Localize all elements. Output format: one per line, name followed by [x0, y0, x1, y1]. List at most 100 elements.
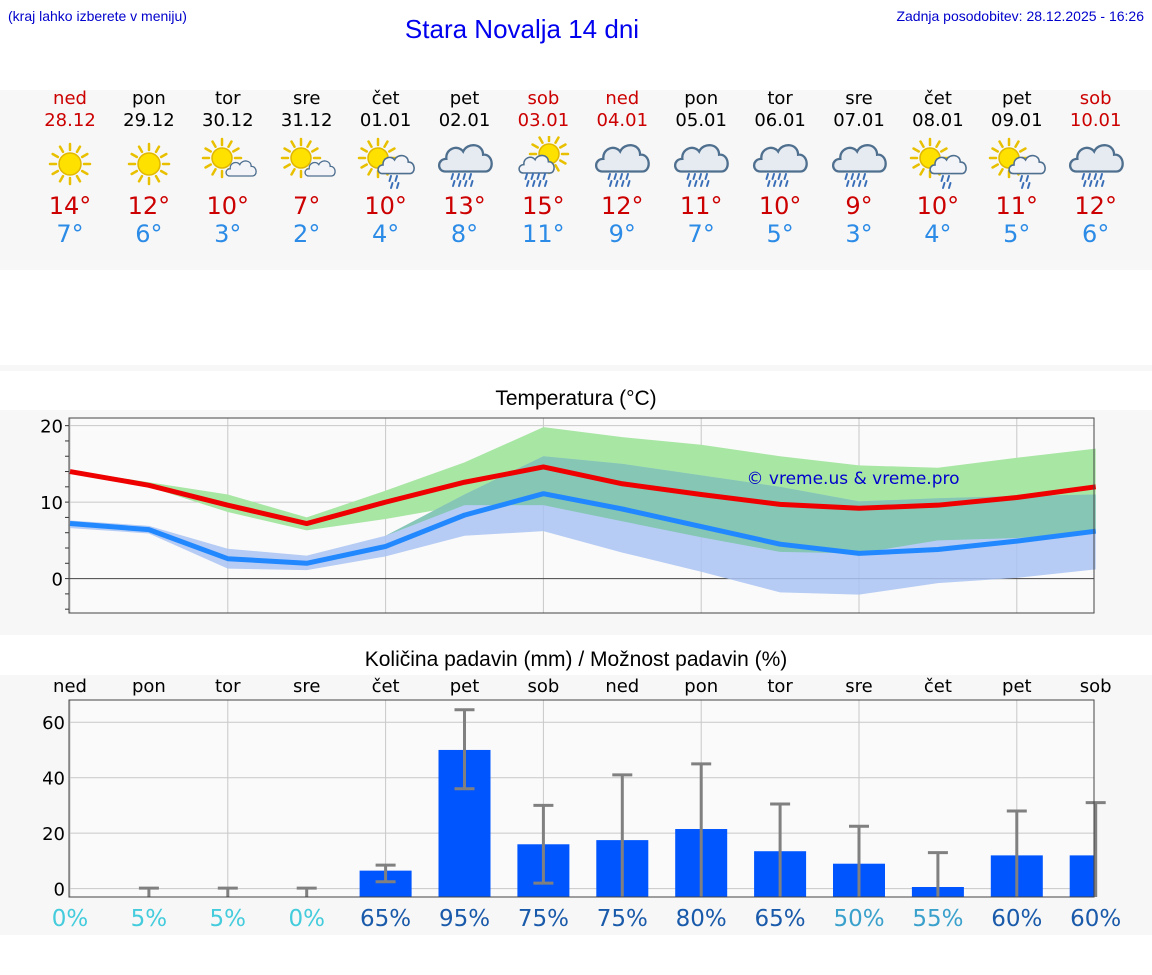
rain-drops [524, 173, 548, 187]
temp-min: 9° [608, 220, 636, 248]
y-tick-label: 10 [40, 493, 63, 514]
cloud-shape [518, 154, 556, 174]
day-column: ned 04.01 12° 9° [582, 88, 662, 248]
temp-min: 2° [293, 220, 321, 248]
error-bar [454, 708, 475, 791]
temp-min: 4° [924, 220, 952, 248]
day-name: sre [292, 88, 321, 109]
day-column: pet 02.01 13° 8° [425, 88, 505, 248]
cloud-shape [437, 144, 493, 173]
watermark: © vreme.us & vreme.pro [746, 469, 959, 489]
temp-max: 12° [601, 192, 644, 220]
category-label: ned [53, 676, 87, 697]
sun-cloud-icon [280, 137, 336, 179]
error-bar [138, 886, 159, 897]
max-temp-line [69, 464, 1097, 527]
day-date: 03.01 [517, 110, 570, 131]
cloud-rain-icon [674, 144, 729, 187]
day-column: pon 29.12 12° 6° [109, 88, 189, 248]
temp-min: 11° [522, 220, 565, 248]
temp-max: 10° [758, 192, 802, 220]
plot-frame [68, 417, 1095, 614]
y-tick-label: 40 [42, 769, 65, 790]
precip-chance-label: 5% [131, 906, 168, 932]
error-bar [1085, 801, 1106, 897]
precip-chance-label: 95% [439, 906, 490, 932]
error-bar [296, 886, 317, 897]
cloud-rain-icon [1068, 144, 1124, 187]
precip-bar [1069, 855, 1096, 897]
cloud-shape [831, 144, 887, 173]
precip-chance-label: 75% [518, 906, 569, 932]
cloud-shape [1068, 144, 1124, 173]
temp-max: 12° [1074, 192, 1117, 220]
rain-drops [844, 173, 868, 187]
sun-cloud-light-rain-icon [988, 137, 1046, 189]
sun-cloud-icon [201, 137, 257, 179]
precip-chance-label: 60% [1070, 906, 1121, 932]
temp-min: 8° [450, 220, 479, 248]
cloud-rain-icon [753, 144, 808, 187]
error-bar [927, 851, 948, 897]
rain-drops [450, 173, 473, 187]
cloud-shape [929, 154, 967, 175]
sun-cloud-light-rain-icon [909, 137, 967, 189]
temp-max: 7° [293, 192, 321, 220]
cloud-rain-icon [437, 144, 493, 187]
error-bar [1006, 809, 1027, 897]
precip-chance-label: 65% [360, 906, 411, 932]
category-label: pon [132, 676, 166, 697]
day-date: 02.01 [438, 110, 491, 131]
precipitation-chart: ned pon tor sre čet pet sob ned pon tor sre čet pet s… [42, 676, 1121, 932]
sun-icon [48, 142, 92, 186]
day-name: pet [449, 88, 480, 109]
day-date: 10.01 [1069, 110, 1122, 131]
last-updated: Zadnja posodobitev: 28.12.2025 - 16:26 [896, 8, 1144, 24]
temp-min: 7° [687, 220, 715, 248]
temp-min: 5° [766, 220, 794, 248]
temp-max: 14° [48, 192, 92, 220]
error-bar [691, 762, 712, 897]
temp-min: 3° [845, 220, 873, 248]
temp-max: 11° [995, 192, 1039, 220]
day-column: sob 10.01 12° 6° [1056, 88, 1136, 248]
precip-chance-label: 5% [210, 906, 247, 932]
day-column: pet 09.01 11° 5° [977, 88, 1057, 248]
day-date: 31.12 [280, 110, 333, 131]
y-tick-label: 20 [42, 824, 65, 845]
location-hint[interactable]: (kraj lahko izberete v meniju) [8, 8, 187, 24]
day-date: 29.12 [123, 110, 175, 131]
daily-forecast: ned 28.12 14° 7° pon 29.12 12° 6° tor 30.12 10° 3° s… [30, 88, 1135, 263]
category-label: tor [767, 676, 793, 697]
precip-chance-label: 0% [288, 906, 325, 932]
category-label: čet [372, 676, 400, 697]
overlap-band [70, 456, 1096, 556]
category-label: sob [527, 676, 559, 697]
category-label: sre [293, 676, 320, 697]
forecast-band [0, 90, 1152, 270]
day-column: tor 30.12 10° 3° [188, 88, 268, 248]
sun-shape [127, 142, 171, 186]
category-label: sre [845, 676, 872, 697]
temperature-chart-title: Temperatura (°C) [495, 387, 657, 410]
precip-chance-label: 80% [676, 906, 727, 932]
precipitation-chart-title: Količina padavin (mm) / Možnost padavin … [364, 648, 788, 671]
precip-chance-label: 65% [755, 906, 806, 932]
day-date: 07.01 [833, 110, 885, 131]
precip-chance-label: 50% [833, 906, 884, 932]
day-name: pon [131, 88, 166, 109]
day-name: sob [1079, 88, 1112, 109]
min-temp-line [69, 491, 1097, 566]
divider [0, 365, 1152, 371]
cloud-rain-icon [595, 144, 651, 187]
error-bar [375, 863, 396, 884]
temp-min: 3° [214, 220, 242, 248]
day-column: sob 03.01 15° 11° [503, 88, 583, 248]
day-column: pon 05.01 11° 7° [661, 88, 741, 248]
page-title: Stara Novalja 14 dni [404, 14, 640, 44]
y-tick-label: 0 [52, 570, 63, 591]
sun-shape [48, 142, 92, 186]
day-column: ned 28.12 14° 7° [30, 88, 110, 248]
category-label: pon [684, 676, 718, 697]
day-name: pon [684, 88, 719, 109]
